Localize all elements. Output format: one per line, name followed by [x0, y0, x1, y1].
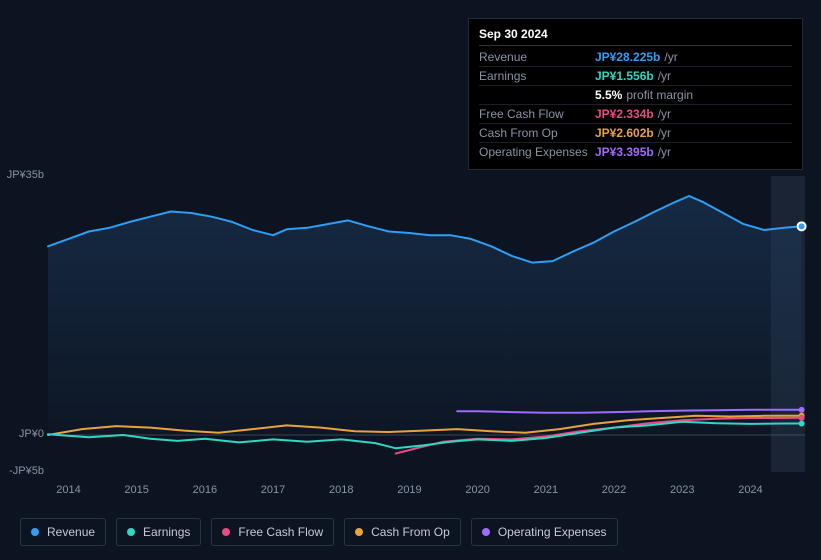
x-axis-tick: 2018: [329, 484, 353, 496]
legend-item-revenue[interactable]: Revenue: [20, 518, 106, 546]
tooltip-value: JP¥2.602b: [595, 126, 654, 140]
legend-dot-icon: [355, 528, 363, 536]
legend-label: Operating Expenses: [498, 525, 607, 539]
plot-area[interactable]: [48, 176, 805, 472]
chart-legend: Revenue Earnings Free Cash Flow Cash From O…: [20, 518, 618, 546]
legend-item-cash-from-op[interactable]: Cash From Op: [344, 518, 461, 546]
y-axis-tick: JP¥35b: [2, 169, 44, 181]
tooltip-date: Sep 30 2024: [479, 27, 792, 46]
x-axis-tick: 2016: [193, 484, 217, 496]
profit-margin-pct: 5.5%: [595, 88, 622, 102]
legend-label: Cash From Op: [371, 525, 450, 539]
tooltip-label: Earnings: [479, 69, 595, 83]
data-tooltip: Sep 30 2024 RevenueJP¥28.225b/yr Earnings…: [468, 18, 803, 170]
legend-dot-icon: [482, 528, 490, 536]
legend-label: Earnings: [143, 525, 190, 539]
x-axis-tick: 2022: [602, 484, 626, 496]
profit-margin-label: profit margin: [626, 88, 693, 102]
x-axis: 2014 2015 2016 2017 2018 2019 2020 2021 2022 2023…: [16, 484, 805, 504]
x-axis-tick: 2014: [56, 484, 80, 496]
tooltip-suffix: /yr: [658, 107, 671, 121]
y-axis-tick: -JP¥5b: [2, 465, 44, 477]
tooltip-value: JP¥2.334b: [595, 107, 654, 121]
tooltip-suffix: /yr: [658, 69, 671, 83]
legend-dot-icon: [222, 528, 230, 536]
x-axis-tick: 2020: [465, 484, 489, 496]
legend-item-free-cash-flow[interactable]: Free Cash Flow: [211, 518, 334, 546]
tooltip-value: JP¥28.225b: [595, 50, 660, 64]
x-axis-tick: 2015: [124, 484, 148, 496]
legend-item-earnings[interactable]: Earnings: [116, 518, 201, 546]
legend-dot-icon: [31, 528, 39, 536]
tooltip-suffix: /yr: [658, 126, 671, 140]
x-axis-tick: 2021: [534, 484, 558, 496]
tooltip-value: JP¥3.395b: [595, 145, 654, 159]
x-axis-tick: 2024: [738, 484, 762, 496]
legend-label: Revenue: [47, 525, 95, 539]
tooltip-suffix: /yr: [658, 145, 671, 159]
tooltip-value: JP¥1.556b: [595, 69, 654, 83]
tooltip-label: Free Cash Flow: [479, 107, 595, 121]
tooltip-label: Operating Expenses: [479, 145, 595, 159]
financial-chart: JP¥35bJP¥0-JP¥5b: [16, 160, 805, 480]
tooltip-label: Cash From Op: [479, 126, 595, 140]
legend-dot-icon: [127, 528, 135, 536]
x-axis-tick: 2017: [261, 484, 285, 496]
x-axis-tick: 2023: [670, 484, 694, 496]
x-axis-tick: 2019: [397, 484, 421, 496]
legend-label: Free Cash Flow: [238, 525, 323, 539]
legend-item-operating-expenses[interactable]: Operating Expenses: [471, 518, 618, 546]
y-axis-tick: JP¥0: [2, 428, 44, 440]
tooltip-suffix: /yr: [664, 50, 677, 64]
tooltip-label: Revenue: [479, 50, 595, 64]
